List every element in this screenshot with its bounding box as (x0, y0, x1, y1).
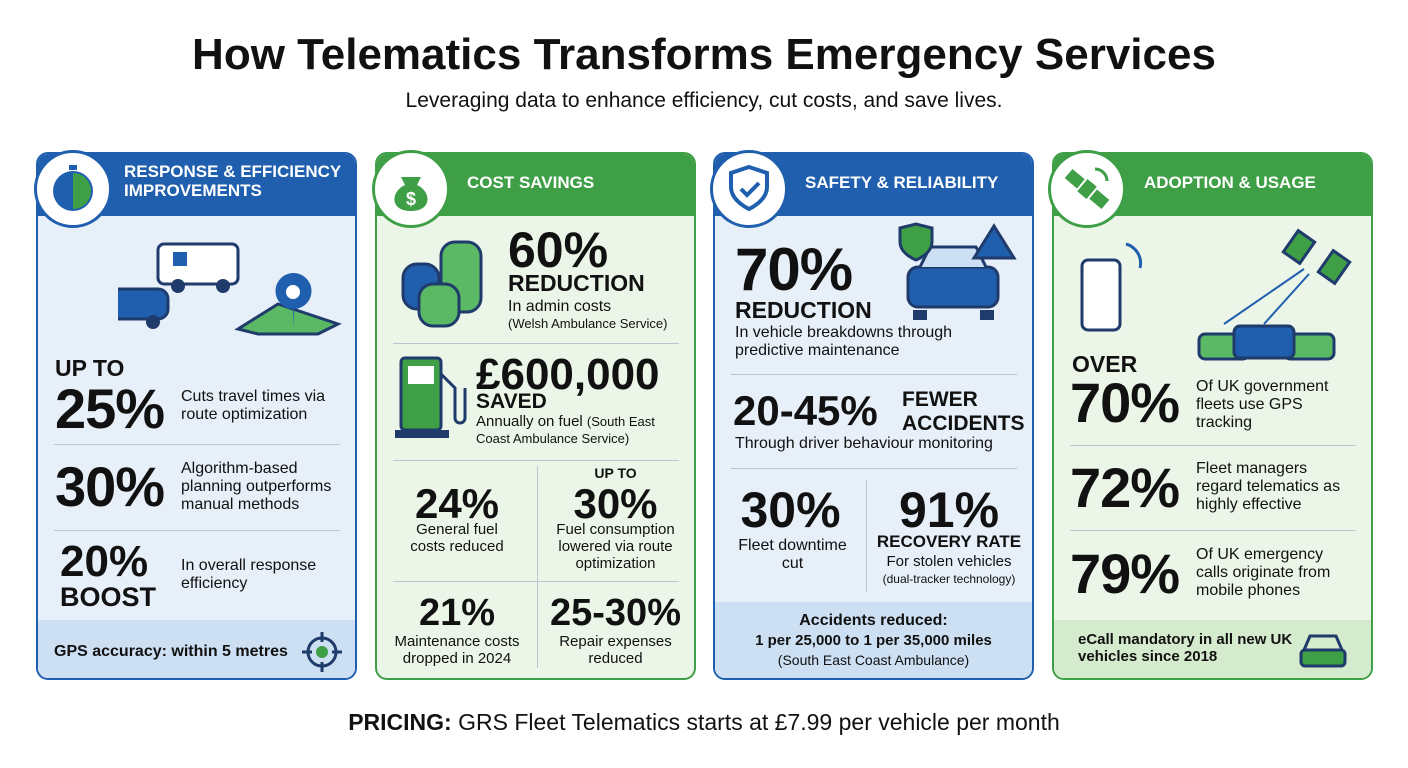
car-icon (898, 222, 1017, 320)
stat-text: Annually on fuel (476, 413, 583, 430)
panel-footer (715, 602, 1032, 678)
stat-text: Fuel consumption lowered via route optim… (556, 521, 675, 572)
stat-value: £600,000 (476, 350, 660, 399)
stat-value: 79% (1070, 542, 1180, 605)
stat-value: 21% (418, 592, 496, 634)
panel-icon: $ (372, 150, 450, 228)
stat-value: 72% (1070, 456, 1180, 519)
stat-text: Through driver behaviour monitoring (735, 435, 993, 452)
stat-value: 30% (740, 482, 841, 538)
illustration (118, 242, 342, 336)
footer-text: eCall mandatory in all new UK vehicles s… (1078, 631, 1293, 665)
target-icon (302, 632, 342, 672)
stat-prefix: UP TO (55, 355, 125, 381)
panel-icon (1048, 150, 1126, 228)
stat-suffix: REDUCTION (508, 270, 645, 296)
stat-text: In admin costs (508, 298, 612, 315)
stat-value: 25-30% (550, 592, 681, 634)
stat-value: 30% (55, 455, 165, 518)
divider (1070, 445, 1356, 446)
divider (393, 343, 679, 344)
stat-value: 24% (414, 480, 500, 527)
illustration (1080, 228, 1352, 361)
coins-icon (401, 240, 483, 328)
stat-suffix: RECOVERY RATE (876, 532, 1022, 551)
panel-footer (38, 620, 355, 678)
panel-icon (710, 150, 788, 228)
footer-title: Accidents reduced: (799, 612, 948, 629)
stat-suffix: REDUCTION (735, 297, 872, 323)
footer-note: (South East Coast Ambulance) (777, 652, 970, 668)
pricing-text: GRS Fleet Telematics starts at £7.99 per… (458, 709, 1060, 735)
stat-text: Fleet downtime cut (738, 537, 847, 572)
panel-title: SAFETY & RELIABILITY (805, 173, 999, 192)
stat-note: (Welsh Ambulance Service) (508, 316, 668, 331)
stat-text: Repair expenses reduced (559, 633, 672, 667)
divider (731, 374, 1017, 375)
divider (731, 468, 1017, 469)
title: How Telematics Transforms Emergency Serv… (192, 30, 1216, 79)
divider (54, 444, 340, 445)
stat-text-group: Annually on fuel (South East Coast Ambul… (476, 413, 691, 448)
stat-text: Of UK emergency calls originate from mob… (1196, 546, 1331, 599)
panel: COST SAVINGS 60% REDUCTION In admin cost… (375, 152, 696, 680)
stat-value: 25% (55, 377, 165, 440)
car-icon (1299, 634, 1347, 668)
stat-text: In vehicle breakdowns through predictive… (735, 324, 953, 359)
stat-value: 60% (508, 222, 609, 278)
divider (866, 480, 867, 592)
panel-title: ADOPTION & USAGE (1144, 173, 1316, 192)
divider (393, 581, 679, 582)
stat-text: Of UK government fleets use GPS tracking (1196, 378, 1329, 431)
divider (54, 530, 340, 531)
divider (1070, 530, 1356, 531)
pricing-label: PRICING: (348, 709, 452, 735)
panel: RESPONSE & EFFICIENCY IMPROVEMENTS UP TO… (36, 152, 357, 680)
stat-text: For stolen vehicles (886, 553, 1012, 570)
panel: ADOPTION & USAGE OVER 70% Of UK governme… (1052, 152, 1373, 680)
stat-note: (South East Coast Ambulance Service) (476, 414, 655, 446)
stat-text: Maintenance costs dropped in 2024 (394, 633, 520, 667)
stat-text: In overall response efficiency (181, 557, 317, 592)
stat-text: General fuel costs reduced (410, 521, 504, 555)
divider (393, 460, 679, 461)
stat-suffix: FEWER ACCIDENTS (902, 388, 1025, 435)
panel-icon (34, 150, 112, 228)
stat-text: Algorithm-based planning outperforms man… (181, 460, 332, 513)
divider (537, 466, 538, 668)
subtitle: Leveraging data to enhance efficiency, c… (405, 89, 1003, 112)
stat-note: (dual-tracker technology) (882, 572, 1016, 586)
svg-text:$: $ (406, 189, 416, 209)
footer-text: 1 per 25,000 to 1 per 35,000 miles (755, 632, 992, 649)
stat-value: 70% (735, 236, 853, 303)
stat-value: 70% (1070, 371, 1180, 434)
panel-title: COST SAVINGS (467, 173, 595, 192)
footer-text: GPS accuracy: within 5 metres (54, 643, 288, 660)
stat-text: Cuts travel times via route optimization (181, 388, 326, 423)
stat-value: 20% (60, 537, 149, 586)
fuel-icon (395, 356, 467, 438)
stat-suffix: BOOST (60, 582, 157, 612)
panel-title: RESPONSE & EFFICIENCY IMPROVEMENTS (124, 162, 341, 201)
stat-text: Fleet managers regard telematics as high… (1196, 460, 1341, 513)
stat-value: 30% (573, 480, 658, 527)
stat-prefix: UP TO (594, 465, 637, 481)
stat-prefix: OVER (1072, 351, 1138, 377)
pricing: PRICING: GRS Fleet Telematics starts at … (0, 709, 1408, 736)
panel: SAFETY & RELIABILITY 70% REDUCTION In ve… (713, 152, 1034, 680)
stat-suffix: SAVED (476, 390, 547, 413)
stat-value: 20-45% (733, 387, 878, 434)
stat-value: 91% (898, 482, 1000, 538)
